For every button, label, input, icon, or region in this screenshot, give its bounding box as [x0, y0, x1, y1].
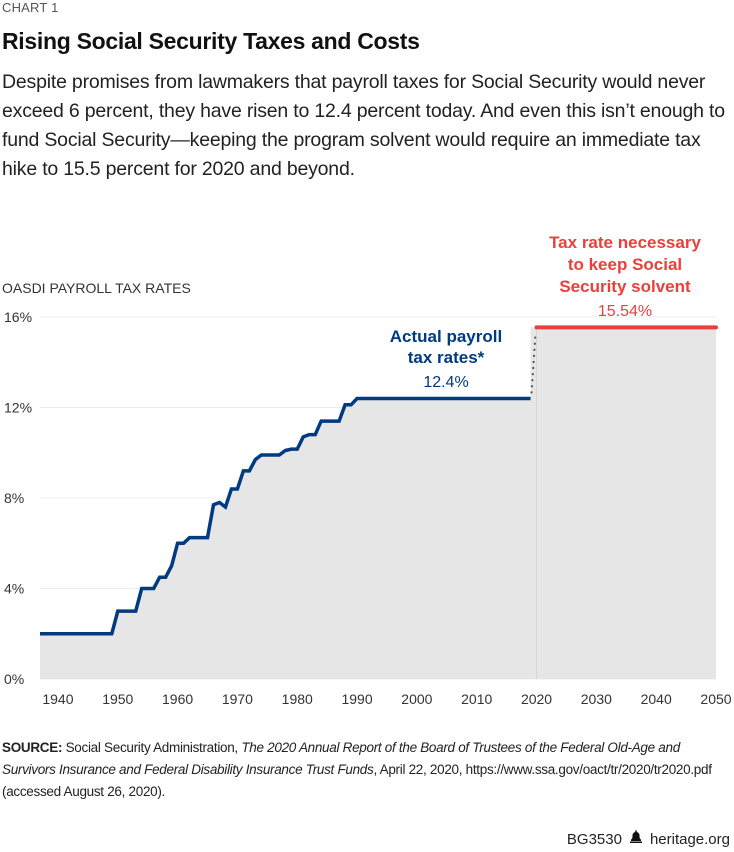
x-tick-label: 2050 [700, 691, 731, 707]
source-text-2: , April 22, 2020, https://www.ssa.gov/oa… [2, 762, 712, 799]
source-label: SOURCE: [2, 740, 63, 755]
y-tick-label: 4% [4, 581, 24, 597]
x-tick-label: 2000 [401, 691, 432, 707]
x-tick-label: 2010 [461, 691, 492, 707]
x-tick-label: 1970 [222, 691, 253, 707]
annotation-necessary-value: 15.54% [598, 303, 652, 320]
y-tick-label: 0% [4, 671, 24, 687]
y-tick-label: 12% [4, 400, 32, 416]
area-necessary [530, 327, 716, 679]
source-report-title: The 2020 Annual Report of the Board of T… [2, 740, 680, 777]
chart-subtitle: Despite promises from lawmakers that pay… [2, 71, 725, 180]
x-tick-label: 2040 [641, 691, 672, 707]
dotted-connector [530, 332, 537, 394]
area-fill [40, 327, 716, 679]
series-lines [40, 325, 718, 636]
y-axis-label: OASDI PAYROLL TAX RATES [2, 280, 191, 296]
annotation-actual-label: tax rates* [408, 348, 485, 367]
annotation-necessary-label: Security solvent [559, 277, 691, 296]
site-name: heritage.org [649, 830, 730, 848]
liberty-bell-icon [629, 830, 643, 848]
chart-area: OASDI PAYROLL TAX RATES 0% 4% 8% 12% 16% 194… [0, 220, 734, 720]
area-actual [40, 398, 531, 679]
annotation-actual-value: 12.4% [423, 374, 468, 391]
x-tick-label: 2030 [581, 691, 612, 707]
chart-title: Rising Social Security Taxes and Costs [2, 28, 420, 54]
x-tick-label: 1990 [341, 691, 372, 707]
source-note: SOURCE: Social Security Administration, … [2, 737, 732, 803]
annotation-actual-label: Actual payroll [390, 327, 502, 346]
line-chart: OASDI PAYROLL TAX RATES 0% 4% 8% 12% 16% 194… [2, 233, 732, 707]
annotation-necessary-label: to keep Social [568, 255, 682, 274]
annotations: Actual payroll tax rates* 12.4% Tax rate ne… [390, 233, 702, 391]
x-tick-label: 1940 [42, 691, 73, 707]
y-tick-labels: 0% 4% 8% 12% 16% [4, 309, 32, 687]
x-tick-label: 1950 [102, 691, 133, 707]
x-tick-label: 1980 [282, 691, 313, 707]
y-tick-label: 8% [4, 490, 24, 506]
chart-kicker: CHART 1 [2, 0, 59, 15]
x-tick-labels: 1940 1950 1960 1970 1980 1990 2000 2010 2020 2030… [42, 691, 731, 707]
source-text-1: Social Security Administration, [62, 740, 242, 755]
footer: BG3530 heritage.org [567, 830, 730, 848]
x-tick-label: 1960 [162, 691, 193, 707]
x-tick-label: 2020 [521, 691, 552, 707]
annotation-necessary-label: Tax rate necessary [549, 233, 701, 252]
report-code: BG3530 [566, 830, 622, 848]
y-tick-label: 16% [4, 309, 32, 325]
series-line-actual [40, 396, 531, 636]
